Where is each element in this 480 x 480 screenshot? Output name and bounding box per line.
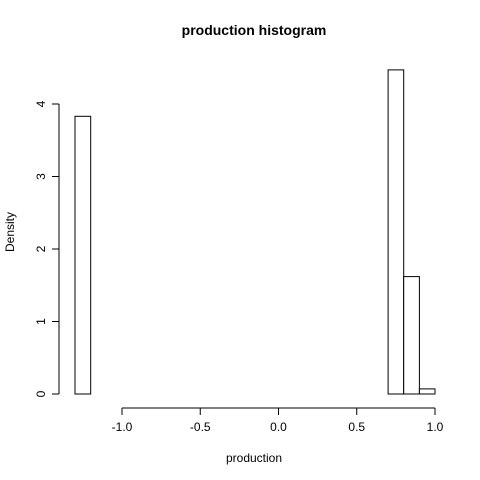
y-axis-label: Density xyxy=(3,212,17,252)
histogram-bar-22 xyxy=(418,388,436,395)
histogram-bar-0 xyxy=(74,115,92,395)
x-tick-label: -0.5 xyxy=(190,420,211,434)
x-tick-label: 0.5 xyxy=(348,420,365,434)
y-tick-label: 0 xyxy=(34,390,48,397)
x-axis-label: production xyxy=(226,451,282,465)
y-axis: 0 1 2 3 4 xyxy=(34,100,60,397)
y-tick-label: 4 xyxy=(34,100,48,107)
histogram-bar-21 xyxy=(403,276,420,395)
y-tick-label: 1 xyxy=(34,318,48,325)
histogram-bar-20 xyxy=(387,69,405,395)
bars-group xyxy=(74,69,436,395)
y-tick-label: 2 xyxy=(34,245,48,252)
x-tick-label: 1.0 xyxy=(427,420,444,434)
x-tick-label: -1.0 xyxy=(112,420,133,434)
chart-title: production histogram xyxy=(182,22,327,38)
x-axis: -1.0 -0.5 0.0 0.5 1.0 xyxy=(112,407,444,434)
y-tick-label: 3 xyxy=(34,173,48,180)
x-tick-label: 0.0 xyxy=(270,420,287,434)
